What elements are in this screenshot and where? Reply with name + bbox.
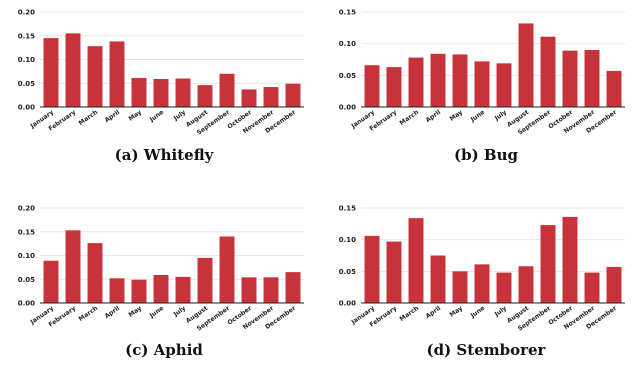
x-tick-label: June bbox=[148, 305, 165, 320]
bar-january bbox=[43, 260, 59, 303]
y-tick-label: 0.05 bbox=[18, 80, 35, 88]
y-tick-label: 0.00 bbox=[18, 104, 35, 112]
bar-january bbox=[364, 235, 380, 303]
bar-may bbox=[452, 54, 468, 107]
bar-november bbox=[584, 272, 600, 303]
bar-april bbox=[109, 41, 125, 108]
y-tick-label: 0.10 bbox=[339, 236, 356, 244]
bar-march bbox=[408, 218, 424, 303]
y-tick-label: 0.05 bbox=[339, 268, 356, 276]
y-tick-label: 0.05 bbox=[339, 72, 356, 80]
bar-march bbox=[87, 243, 103, 303]
x-tick-label: July bbox=[493, 109, 508, 123]
bar-august bbox=[197, 257, 213, 303]
bar-november bbox=[263, 87, 279, 107]
x-tick-label: June bbox=[469, 109, 486, 124]
x-tick-label: March bbox=[399, 305, 421, 323]
bar-may bbox=[131, 279, 147, 303]
bar-january bbox=[364, 65, 380, 107]
bar-september bbox=[219, 236, 235, 303]
bar-november bbox=[263, 277, 279, 303]
panel-caption: (b) Bug bbox=[454, 146, 518, 164]
y-tick-label: 0.15 bbox=[18, 32, 35, 40]
bar-march bbox=[408, 57, 424, 107]
x-tick-label: April bbox=[425, 305, 443, 320]
y-tick-label: 0.15 bbox=[339, 9, 356, 17]
bar-april bbox=[430, 255, 446, 303]
bar-june bbox=[474, 264, 490, 303]
bar-may bbox=[131, 78, 147, 107]
bar-december bbox=[606, 266, 622, 303]
y-tick-label: 0.10 bbox=[339, 40, 356, 48]
bar-june bbox=[474, 61, 490, 107]
bar-february bbox=[386, 67, 402, 107]
x-tick-label: June bbox=[469, 305, 486, 320]
y-tick-label: 0.15 bbox=[18, 228, 35, 236]
y-tick-label: 0.20 bbox=[18, 9, 35, 17]
y-tick-label: 0.10 bbox=[18, 56, 35, 64]
x-tick-label: March bbox=[399, 109, 421, 127]
y-tick-label: 0.00 bbox=[339, 300, 356, 308]
x-tick-label: March bbox=[78, 305, 100, 323]
bar-august bbox=[518, 266, 534, 303]
bar-june bbox=[153, 274, 169, 303]
bar-december bbox=[285, 83, 301, 107]
bar-july bbox=[496, 272, 512, 303]
bar-july bbox=[175, 276, 191, 303]
x-tick-label: May bbox=[128, 109, 144, 123]
bar-december bbox=[606, 70, 622, 107]
bar-august bbox=[518, 23, 534, 107]
x-tick-label: April bbox=[104, 305, 122, 320]
bar-june bbox=[153, 78, 169, 107]
x-tick-label: July bbox=[172, 109, 187, 123]
bar-october bbox=[562, 50, 578, 107]
x-tick-label: April bbox=[104, 109, 122, 124]
bar-october bbox=[241, 89, 257, 107]
x-tick-label: March bbox=[78, 109, 100, 127]
bar-october bbox=[241, 277, 257, 303]
bar-march bbox=[87, 46, 103, 107]
bar-may bbox=[452, 271, 468, 303]
y-tick-label: 0.10 bbox=[18, 252, 35, 260]
x-tick-label: June bbox=[148, 109, 165, 124]
bar-september bbox=[540, 36, 556, 108]
bar-september bbox=[219, 73, 235, 107]
bar-november bbox=[584, 50, 600, 107]
bar-december bbox=[285, 272, 301, 303]
bar-january bbox=[43, 38, 59, 107]
x-tick-label: July bbox=[172, 305, 187, 319]
y-tick-label: 0.15 bbox=[339, 205, 356, 213]
x-tick-label: May bbox=[449, 305, 465, 319]
bar-october bbox=[562, 216, 578, 303]
panel-caption: (a) Whitefly bbox=[115, 146, 215, 164]
y-tick-label: 0.20 bbox=[18, 205, 35, 213]
bar-february bbox=[65, 33, 81, 107]
bar-april bbox=[430, 53, 446, 107]
x-tick-label: April bbox=[425, 109, 443, 124]
bar-february bbox=[65, 230, 81, 303]
panel-caption: (c) Aphid bbox=[125, 341, 203, 359]
panel-caption: (d) Stemborer bbox=[427, 341, 547, 359]
bar-april bbox=[109, 278, 125, 303]
y-tick-label: 0.00 bbox=[339, 104, 356, 112]
x-tick-label: May bbox=[449, 109, 465, 123]
x-tick-label: May bbox=[128, 305, 144, 319]
bar-february bbox=[386, 241, 402, 303]
x-tick-label: July bbox=[493, 305, 508, 319]
bar-august bbox=[197, 85, 213, 107]
bar-september bbox=[540, 225, 556, 303]
bar-july bbox=[496, 63, 512, 107]
y-tick-label: 0.05 bbox=[18, 276, 35, 284]
bar-july bbox=[175, 78, 191, 107]
y-tick-label: 0.00 bbox=[18, 300, 35, 308]
